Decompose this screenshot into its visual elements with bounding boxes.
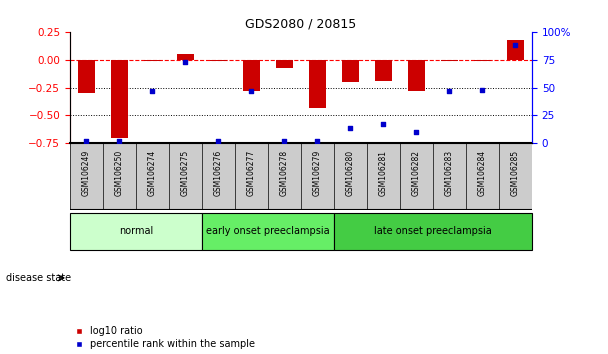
Text: GSM106280: GSM106280 xyxy=(346,150,355,196)
Text: GSM106274: GSM106274 xyxy=(148,150,157,196)
Bar xyxy=(210,60,227,61)
Text: GSM106285: GSM106285 xyxy=(511,150,520,196)
Text: GSM106249: GSM106249 xyxy=(82,150,91,196)
Point xyxy=(511,42,520,48)
Point xyxy=(247,88,257,94)
Text: GSM106281: GSM106281 xyxy=(379,150,388,196)
Text: normal: normal xyxy=(119,226,153,236)
Point xyxy=(313,138,322,144)
Text: GSM106282: GSM106282 xyxy=(412,150,421,196)
Point xyxy=(181,59,190,65)
Bar xyxy=(243,60,260,91)
Point xyxy=(412,129,421,135)
Text: late onset preeclampsia: late onset preeclampsia xyxy=(374,226,492,236)
Text: GSM106279: GSM106279 xyxy=(313,150,322,196)
Bar xyxy=(441,60,458,61)
Bar xyxy=(111,60,128,138)
Bar xyxy=(70,212,202,250)
Title: GDS2080 / 20815: GDS2080 / 20815 xyxy=(246,18,356,31)
Bar xyxy=(507,40,523,60)
Text: GSM106275: GSM106275 xyxy=(181,150,190,196)
Point xyxy=(345,125,355,131)
Point xyxy=(114,138,124,144)
Bar xyxy=(202,212,334,250)
Bar xyxy=(408,60,425,91)
Point xyxy=(379,121,389,127)
Point xyxy=(81,138,91,144)
Text: GSM106276: GSM106276 xyxy=(214,150,223,196)
Bar xyxy=(309,60,326,108)
Point xyxy=(444,88,454,94)
Bar xyxy=(78,60,95,93)
Text: GSM106278: GSM106278 xyxy=(280,150,289,196)
Point xyxy=(213,138,223,144)
Bar xyxy=(334,212,532,250)
Point xyxy=(478,87,488,93)
Bar xyxy=(375,60,392,81)
Text: disease state: disease state xyxy=(6,273,71,283)
Bar xyxy=(177,54,194,60)
Point xyxy=(148,88,157,94)
Point xyxy=(280,138,289,144)
Text: GSM106277: GSM106277 xyxy=(247,150,256,196)
Text: early onset preeclampsia: early onset preeclampsia xyxy=(206,226,330,236)
Legend: log10 ratio, percentile rank within the sample: log10 ratio, percentile rank within the … xyxy=(75,326,255,349)
Text: GSM106250: GSM106250 xyxy=(115,150,124,196)
Bar xyxy=(474,60,491,61)
Bar xyxy=(276,60,292,68)
Bar xyxy=(144,60,161,61)
Bar xyxy=(342,60,359,82)
Text: GSM106284: GSM106284 xyxy=(478,150,487,196)
Text: GSM106283: GSM106283 xyxy=(445,150,454,196)
